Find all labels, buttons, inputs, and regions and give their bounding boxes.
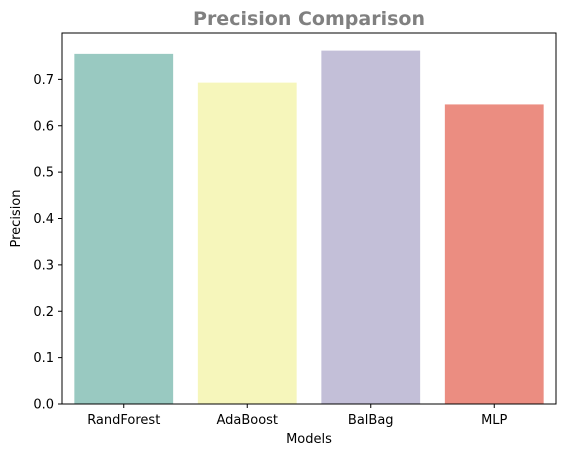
y-tick-label: 0.6 [33,119,54,134]
bar-mlp [444,104,544,405]
bar-balbag [321,50,421,405]
y-axis-label: Precision [9,189,24,247]
y-tick-label: 0.7 [33,73,54,88]
x-tick-label: BalBag [348,413,394,428]
bar-randforest [74,53,174,405]
y-tick-label: 0.5 [33,166,54,181]
x-tick-label: AdaBoost [216,413,278,428]
x-tick-label: MLP [481,413,507,428]
bar-adaboost [197,82,297,405]
y-tick-label: 0.0 [33,398,54,413]
x-axis-ticks: RandForest AdaBoost BalBag MLP [87,404,508,428]
x-axis-label: Models [286,432,332,447]
y-tick-label: 0.4 [33,212,54,227]
bars-group [74,50,544,405]
y-tick-label: 0.3 [33,258,54,273]
y-tick-label: 0.2 [33,305,54,320]
y-axis-ticks: 0.0 0.1 0.2 0.3 0.4 0.5 0.6 0.7 [33,73,62,413]
x-tick-label: RandForest [87,413,160,428]
chart-title: Precision Comparison [193,8,425,30]
y-tick-label: 0.1 [33,351,54,366]
